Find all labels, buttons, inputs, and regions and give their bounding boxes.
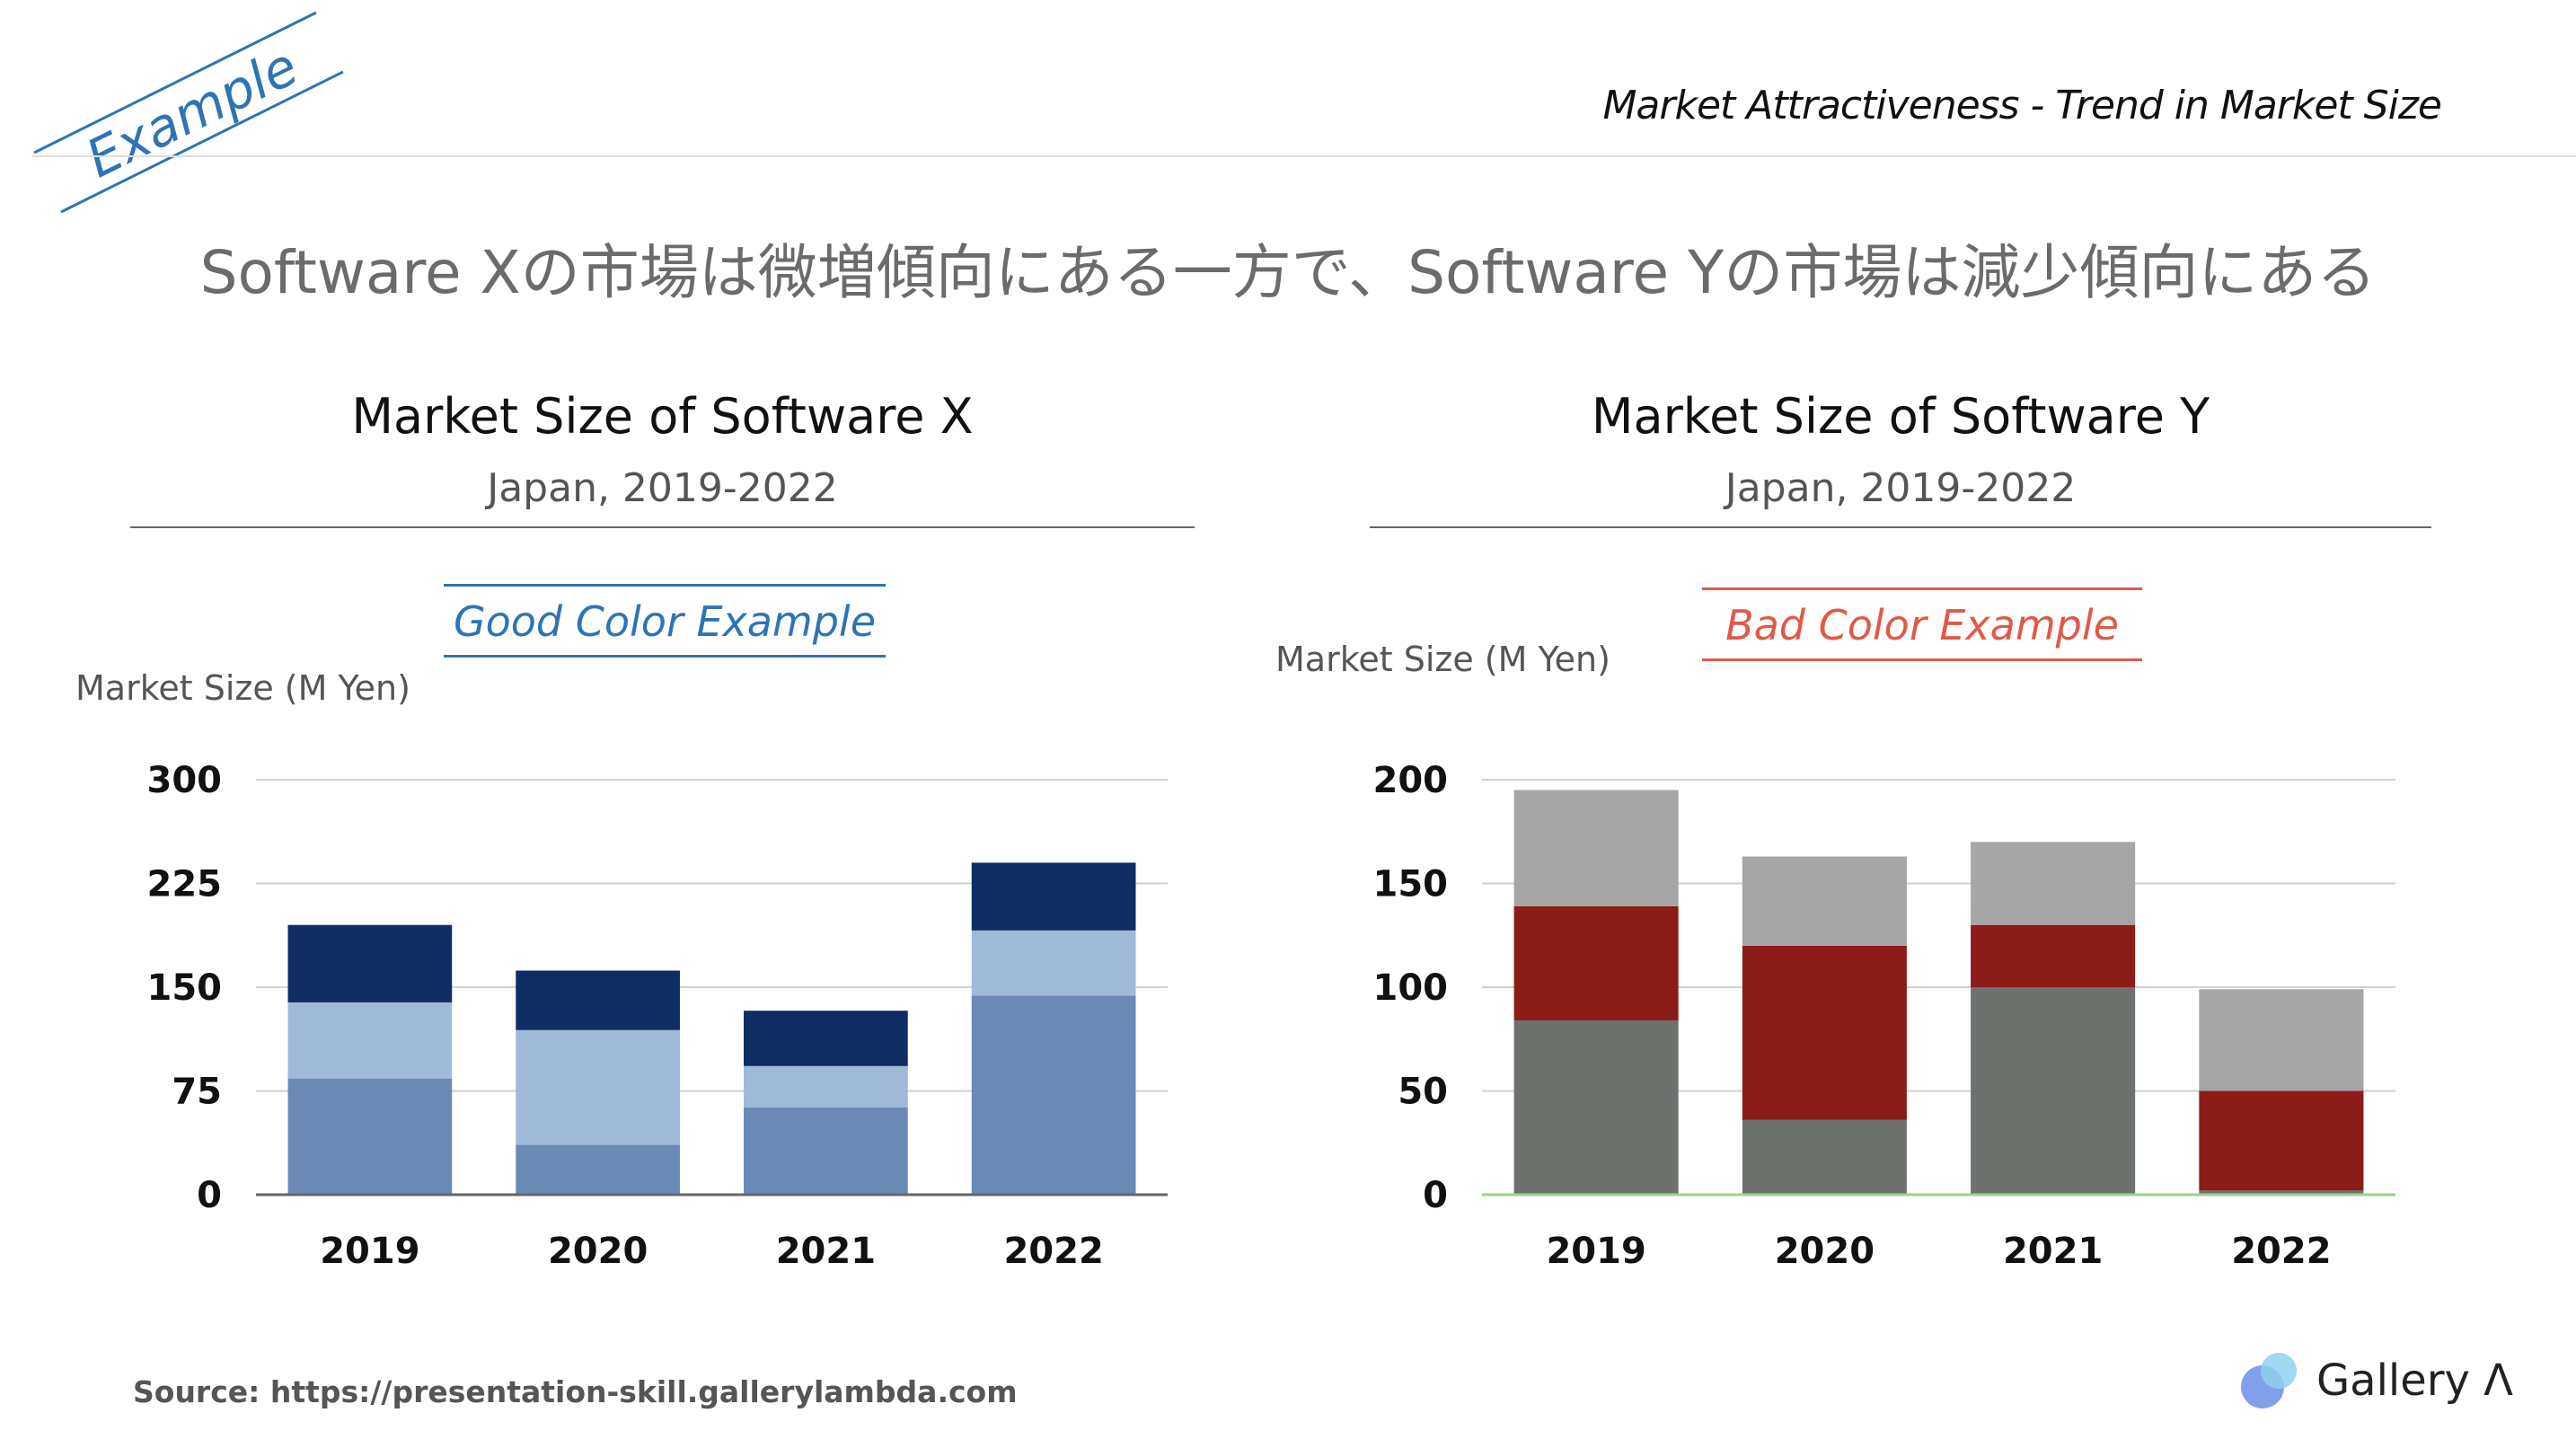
bar-segment	[1742, 1119, 1907, 1195]
x-tick-label: 2022	[1003, 1231, 1103, 1272]
bar-segment	[516, 1029, 680, 1145]
example-stamp: Example	[33, 11, 344, 214]
left-chart-title: Market Size of Software X	[351, 388, 974, 445]
x-tick-label: 2019	[1546, 1231, 1645, 1272]
y-tick-label: 300	[147, 760, 223, 801]
y-tick-label: 50	[1398, 1072, 1448, 1113]
right-axis-unit: Market Size (M Yen)	[1275, 640, 1610, 679]
x-tick-label: 2019	[320, 1231, 419, 1272]
left-axis-unit: Market Size (M Yen)	[75, 668, 410, 708]
headline: Software Xの市場は微増傾向にある一方で、Software Yの市場は減…	[199, 238, 2377, 307]
bar-segment	[744, 1107, 908, 1195]
y-tick-label: 75	[172, 1072, 222, 1113]
y-tick-label: 150	[1373, 864, 1449, 905]
bad-color-example-tag: Bad Color Example	[1702, 587, 2142, 661]
y-tick-label: 200	[1373, 760, 1449, 801]
bar-segment	[1513, 790, 1679, 906]
bar-segment	[744, 1011, 908, 1066]
bar-segment	[516, 970, 680, 1030]
y-tick-label: 225	[147, 864, 223, 905]
x-tick-label: 2021	[2003, 1231, 2103, 1272]
source-note: Source: https://presentation-skill.galle…	[133, 1374, 1018, 1409]
right-chart-subtitle: Japan, 2019-2022	[1725, 465, 2077, 511]
logo-text: Gallery Λ	[2316, 1355, 2513, 1406]
gallery-lambda-logo: Gallery Λ	[2239, 1349, 2513, 1412]
good-color-example-tag: Good Color Example	[444, 584, 886, 658]
y-tick-label: 0	[197, 1175, 222, 1216]
right-title-divider	[1370, 526, 2431, 528]
bar-segment	[1971, 842, 2136, 925]
x-tick-label: 2020	[548, 1231, 648, 1272]
bar-segment	[1742, 856, 1907, 946]
bar-segment	[1742, 945, 1907, 1120]
header-divider	[32, 155, 2576, 157]
bar-segment	[1513, 905, 1679, 1020]
left-title-divider	[130, 526, 1195, 528]
bar-segment	[1971, 924, 2136, 987]
bar-segment	[971, 995, 1136, 1195]
right-chart-title: Market Size of Software Y	[1591, 388, 2210, 445]
x-tick-label: 2020	[1775, 1231, 1875, 1272]
bar-segment	[971, 862, 1136, 931]
y-tick-label: 0	[1423, 1175, 1448, 1216]
bar-segment	[971, 930, 1136, 996]
bar-segment	[2199, 989, 2364, 1091]
left-chart-subtitle: Japan, 2019-2022	[487, 465, 838, 511]
y-tick-label: 150	[147, 967, 223, 1009]
bar-segment	[287, 1002, 453, 1079]
bar-segment	[287, 1078, 453, 1195]
bar-segment	[287, 924, 453, 1002]
logo-circles-icon	[2240, 1353, 2297, 1408]
bar-segment	[2199, 1090, 2364, 1191]
y-tick-label: 100	[1373, 967, 1449, 1009]
bar-segment	[1971, 987, 2136, 1195]
header-title: Market Attractiveness - Trend in Market …	[1602, 83, 2442, 128]
bar-segment	[744, 1065, 908, 1108]
bar-segment	[1513, 1020, 1679, 1195]
bar-segment	[516, 1144, 680, 1195]
x-tick-label: 2021	[776, 1231, 876, 1272]
x-tick-label: 2022	[2231, 1231, 2331, 1272]
bar-segment	[2199, 1190, 2364, 1195]
